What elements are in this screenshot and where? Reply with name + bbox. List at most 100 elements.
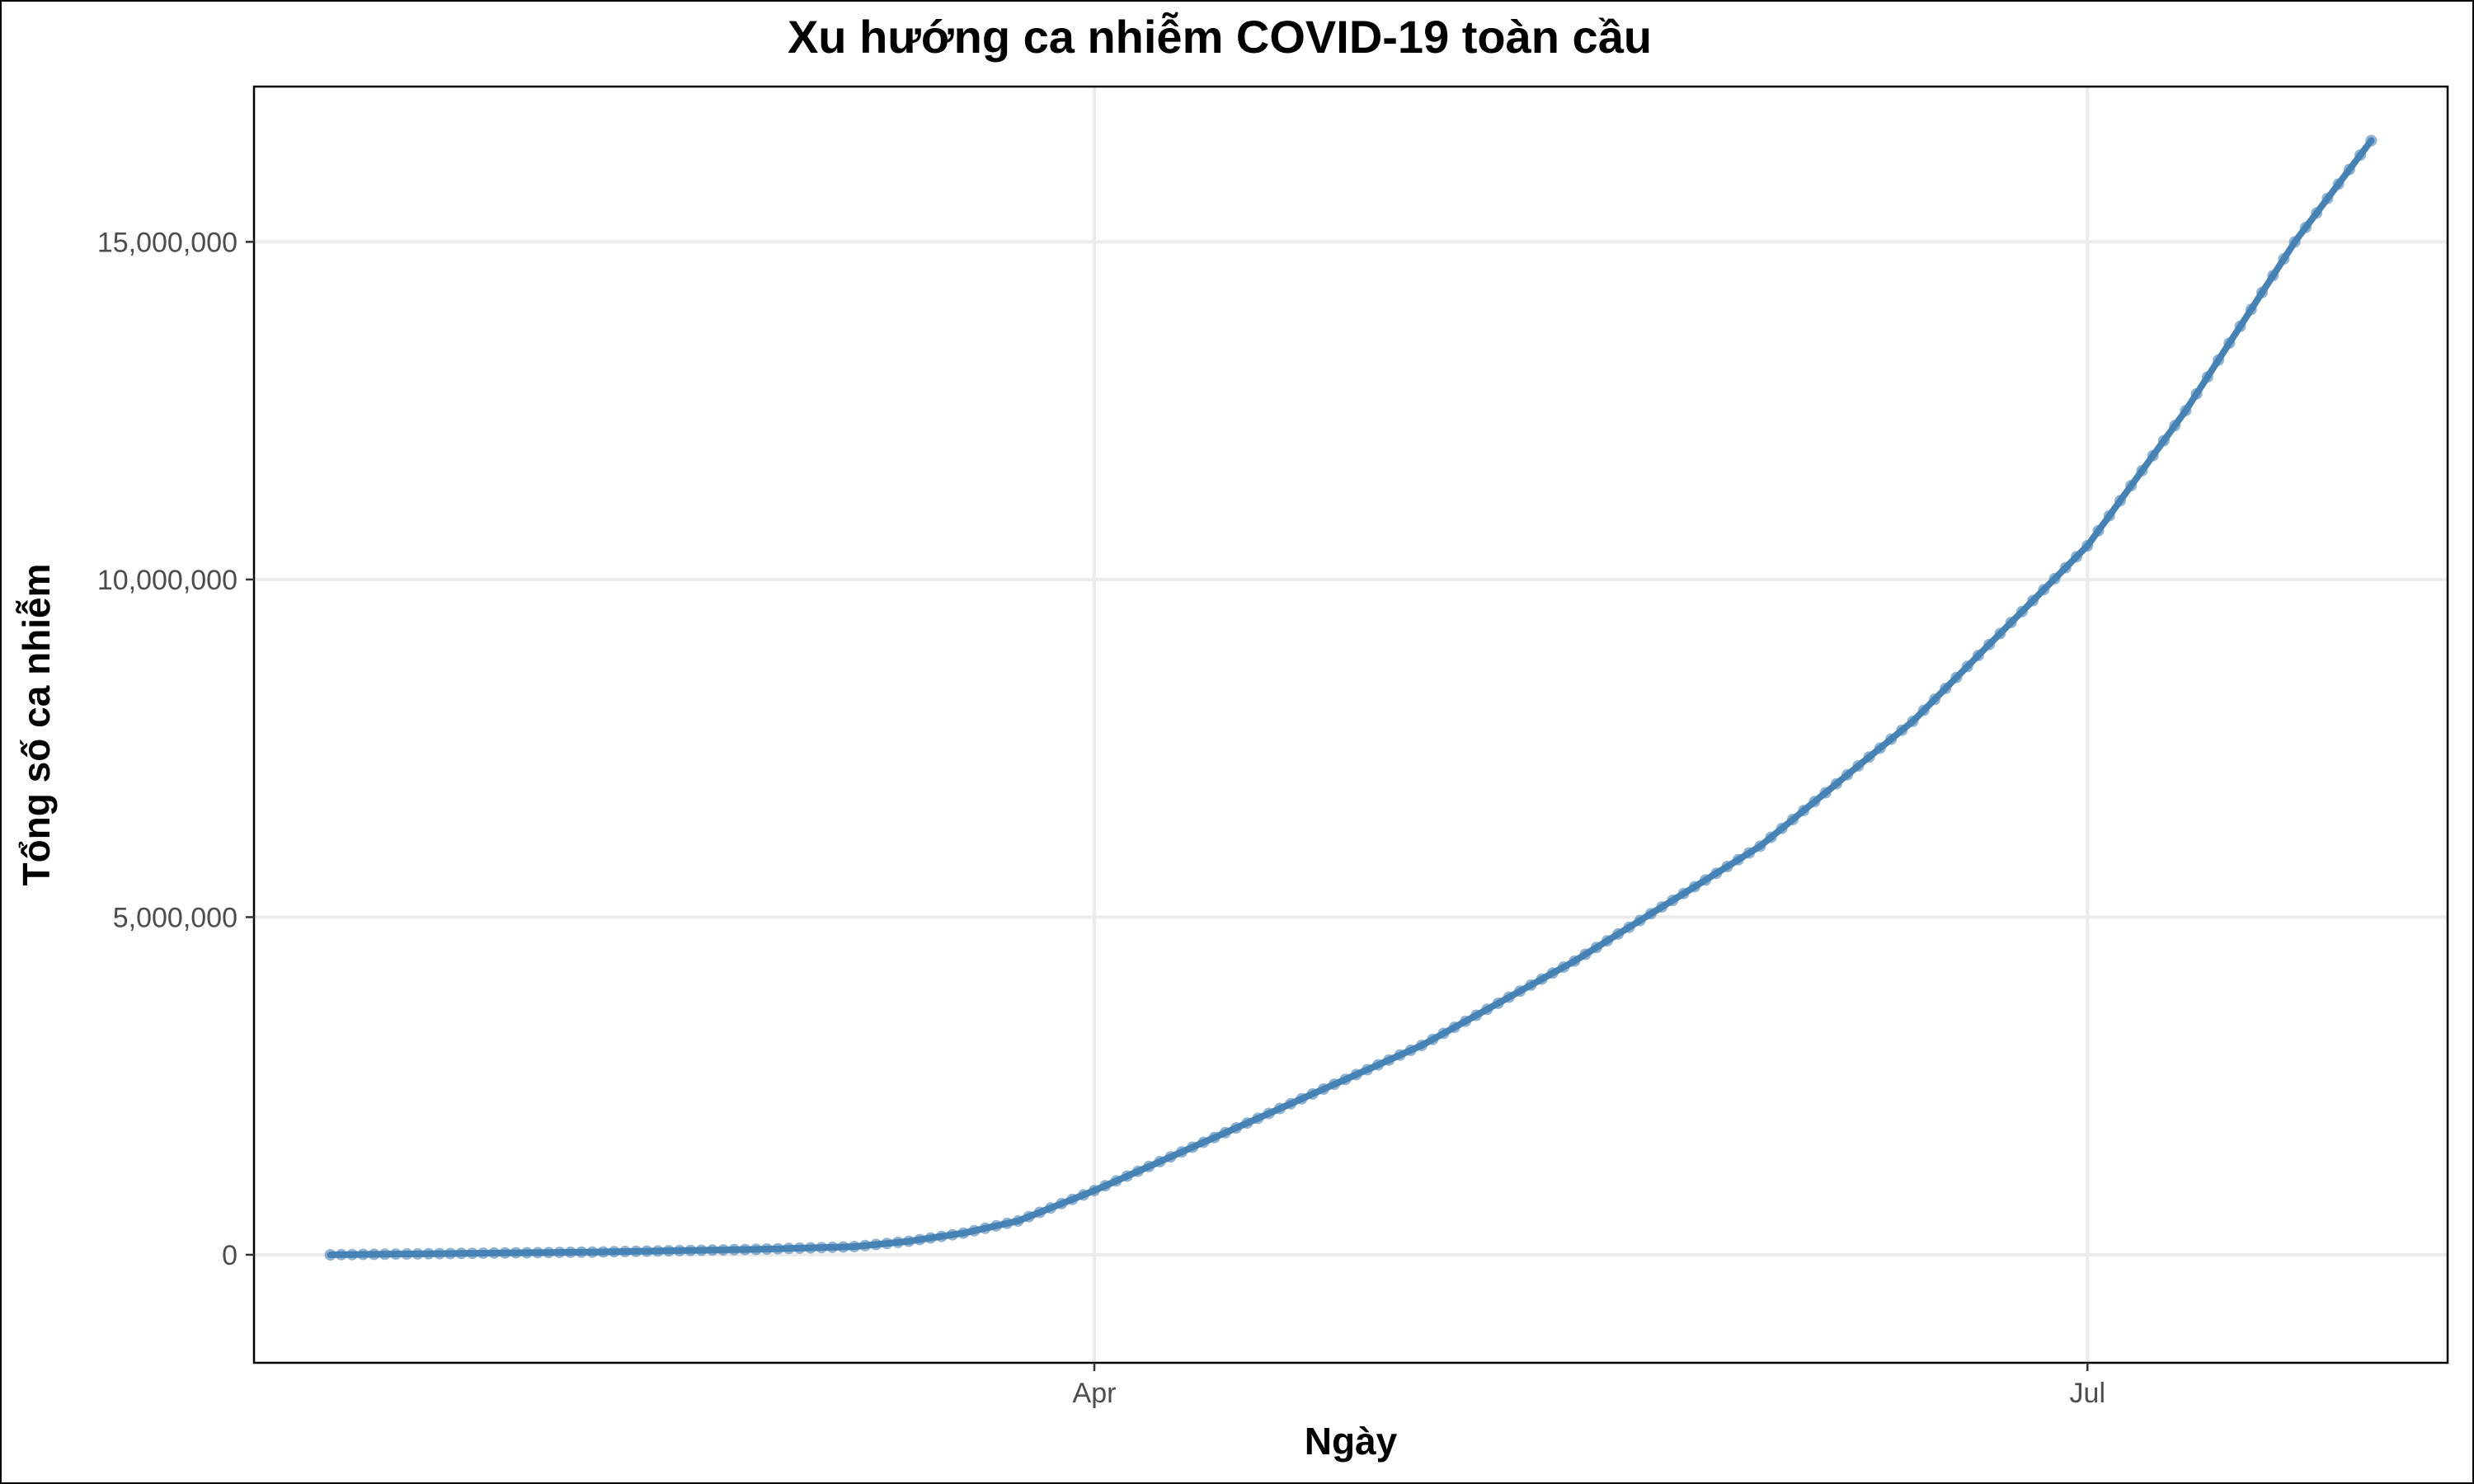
- data-point: [1623, 921, 1635, 933]
- y-tick-label: 15,000,000: [97, 227, 238, 258]
- data-point: [434, 1247, 445, 1260]
- data-point: [1819, 787, 1832, 799]
- data-point: [379, 1248, 391, 1261]
- data-point: [2354, 149, 2367, 162]
- data-point: [1033, 1206, 1046, 1219]
- data-point: [488, 1247, 501, 1259]
- data-point: [553, 1247, 566, 1259]
- data-point: [401, 1248, 413, 1260]
- data-point: [761, 1243, 773, 1255]
- data-point: [1066, 1193, 1079, 1205]
- data-point: [750, 1243, 762, 1256]
- data-point: [2190, 387, 2203, 400]
- data-point: [357, 1248, 369, 1261]
- data-point: [1907, 715, 1919, 727]
- data-point: [2223, 337, 2236, 350]
- x-axis: Apr Jul: [1073, 1363, 2105, 1409]
- data-point: [695, 1244, 708, 1256]
- data-point: [1306, 1087, 1319, 1100]
- data-point: [1154, 1156, 1166, 1167]
- data-point: [1950, 671, 1963, 683]
- data-point: [1602, 935, 1613, 947]
- data-point: [1056, 1197, 1068, 1209]
- data-point: [1743, 847, 1755, 859]
- data-point: [335, 1248, 347, 1261]
- data-point: [1765, 831, 1777, 843]
- data-point: [1394, 1049, 1406, 1061]
- data-point: [1143, 1160, 1155, 1172]
- data-point: [1317, 1083, 1329, 1095]
- data-point: [1012, 1215, 1024, 1227]
- data-point: [455, 1247, 468, 1260]
- data-point: [1776, 822, 1788, 834]
- data-point: [2125, 480, 2138, 492]
- data-point: [597, 1246, 609, 1258]
- data-point: [2321, 192, 2334, 204]
- data-point: [444, 1247, 457, 1260]
- data-point: [1329, 1078, 1341, 1091]
- data-point: [1045, 1202, 1057, 1214]
- data-point: [1514, 985, 1526, 998]
- data-point: [859, 1239, 872, 1252]
- data-point: [1885, 733, 1898, 745]
- data-point: [739, 1243, 751, 1256]
- data-point: [1525, 979, 1537, 991]
- data-point: [1634, 914, 1646, 927]
- data-point: [1787, 814, 1799, 825]
- data-point: [1416, 1040, 1427, 1051]
- data-point: [1230, 1122, 1242, 1134]
- data-point: [1208, 1131, 1221, 1144]
- data-point: [2059, 561, 2072, 574]
- data-point: [2114, 495, 2126, 507]
- data-point: [412, 1247, 424, 1260]
- data-point: [1754, 840, 1766, 852]
- data-point: [324, 1249, 336, 1261]
- data-point: [1917, 704, 1930, 716]
- data-point: [1089, 1185, 1100, 1197]
- data-point: [651, 1245, 664, 1257]
- data-point: [1841, 768, 1854, 781]
- data-point: [1677, 887, 1690, 899]
- data-point: [368, 1248, 380, 1261]
- data-point: [881, 1237, 893, 1250]
- data-point: [2027, 594, 2039, 607]
- data-point: [1940, 683, 1952, 694]
- data-point: [1874, 742, 1886, 754]
- data-point: [1579, 948, 1592, 960]
- data-point: [1808, 796, 1821, 808]
- data-point: [816, 1242, 828, 1254]
- data-point: [466, 1247, 478, 1260]
- data-point: [543, 1247, 555, 1259]
- data-point: [477, 1247, 489, 1259]
- plot-panel-border: [252, 85, 2449, 1364]
- data-point: [2278, 252, 2290, 265]
- data-point: [1710, 867, 1723, 880]
- data-point: [1852, 760, 1865, 772]
- data-point: [2169, 420, 2181, 432]
- data-point: [390, 1248, 402, 1261]
- data-point: [1612, 928, 1625, 940]
- data-point: [1263, 1107, 1275, 1120]
- data-point: [684, 1244, 697, 1256]
- data-point: [1732, 853, 1744, 866]
- data-point: [1427, 1033, 1439, 1045]
- data-point: [1296, 1092, 1308, 1105]
- data-point: [2343, 163, 2355, 176]
- y-axis-title: Tổng số ca nhiễm: [15, 563, 58, 885]
- data-point: [1175, 1146, 1188, 1158]
- series-line: [327, 137, 2375, 1258]
- data-point: [1546, 967, 1559, 979]
- data-point: [2005, 617, 2017, 629]
- data-point: [2213, 354, 2225, 366]
- data-point: [1361, 1064, 1373, 1076]
- data-point: [1569, 955, 1581, 967]
- y-tick-label: 10,000,000: [97, 565, 238, 596]
- data-point: [826, 1241, 839, 1253]
- data-point: [2038, 584, 2050, 596]
- data-point: [2332, 178, 2345, 190]
- data-point: [837, 1241, 849, 1253]
- y-axis: 0 5,000,000 10,000,000 15,000,000: [97, 227, 254, 1271]
- data-point: [1503, 991, 1515, 1003]
- data-point: [520, 1247, 533, 1259]
- data-point: [968, 1224, 981, 1237]
